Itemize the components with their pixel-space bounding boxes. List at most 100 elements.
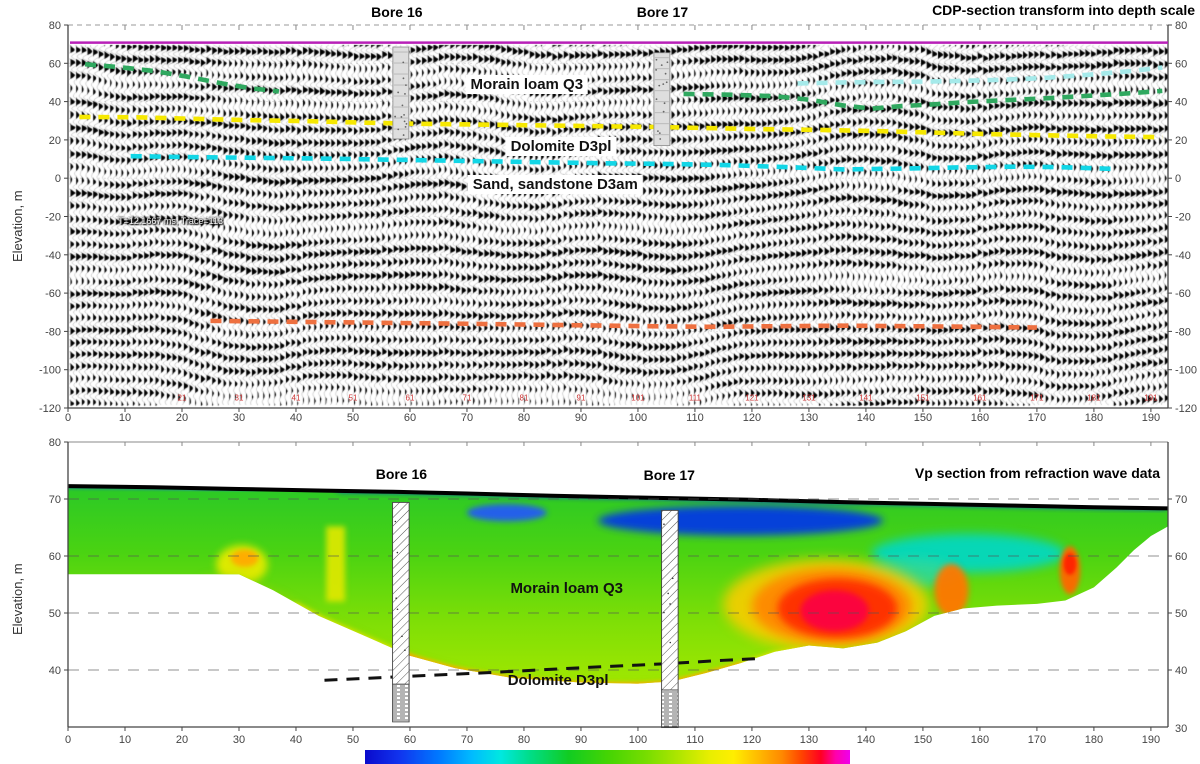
svg-text:40: 40 bbox=[1175, 97, 1187, 109]
svg-text:120: 120 bbox=[743, 734, 761, 746]
svg-text:40: 40 bbox=[290, 412, 302, 424]
svg-text:31: 31 bbox=[235, 393, 244, 402]
svg-text:90: 90 bbox=[575, 412, 587, 424]
horizon-line bbox=[797, 65, 1163, 86]
svg-text:50: 50 bbox=[1175, 608, 1187, 620]
svg-text:20: 20 bbox=[1175, 135, 1187, 147]
svg-text:180: 180 bbox=[1085, 412, 1103, 424]
horizon-line bbox=[683, 88, 1163, 111]
svg-text:110: 110 bbox=[686, 412, 704, 424]
svg-text:60: 60 bbox=[404, 734, 416, 746]
svg-text:20: 20 bbox=[176, 734, 188, 746]
layer-label: Morain loam Q3 bbox=[465, 75, 589, 95]
svg-text:-80: -80 bbox=[45, 326, 61, 338]
svg-text:60: 60 bbox=[404, 412, 416, 424]
bore-label: Bore 17 bbox=[636, 4, 689, 20]
svg-text:140: 140 bbox=[857, 734, 875, 746]
horizon-line bbox=[79, 114, 1163, 140]
trace-info-readout: T=12.1667 ms, Trace=113 bbox=[118, 216, 224, 227]
svg-text:151: 151 bbox=[916, 393, 930, 402]
svg-text:30: 30 bbox=[233, 734, 245, 746]
svg-text:40: 40 bbox=[1175, 665, 1187, 677]
svg-text:-20: -20 bbox=[1175, 212, 1191, 224]
svg-text:60: 60 bbox=[49, 58, 61, 70]
svg-text:90: 90 bbox=[575, 734, 587, 746]
svg-text:130: 130 bbox=[800, 734, 818, 746]
svg-text:190: 190 bbox=[1142, 734, 1160, 746]
svg-text:60: 60 bbox=[1175, 58, 1187, 70]
svg-text:180: 180 bbox=[1085, 734, 1103, 746]
layer-label: Morain loam Q3 bbox=[510, 580, 623, 598]
vp-section-canvas: 0 10 20 30 40 50 60 70 80 90 100 110 120 130 140 150 160… bbox=[49, 437, 1188, 764]
vp-section-chart: 0 10 20 30 40 50 60 70 80 90 100 110 120 130 140 150 160… bbox=[0, 435, 1200, 764]
svg-text:161: 161 bbox=[973, 393, 987, 402]
svg-text:130: 130 bbox=[800, 412, 818, 424]
svg-text:50: 50 bbox=[49, 608, 61, 620]
vp-gridlines bbox=[68, 498, 1168, 671]
svg-text:30: 30 bbox=[1175, 723, 1187, 735]
svg-text:80: 80 bbox=[49, 20, 61, 32]
borehole-column bbox=[653, 52, 671, 147]
svg-text:140: 140 bbox=[857, 412, 875, 424]
svg-text:0: 0 bbox=[65, 412, 71, 424]
svg-text:80: 80 bbox=[1175, 20, 1187, 32]
horizon-line bbox=[130, 153, 1117, 172]
trace-numbers: 21 31 41 51 61 71 81 91 101 111 121 131 141 151 161 171… bbox=[178, 393, 1159, 402]
cdp-section-chart: 0 10 20 30 40 50 60 70 80 90 100 110 120 130 140 150 160… bbox=[10, 2, 1197, 424]
svg-text:10: 10 bbox=[119, 734, 131, 746]
svg-text:160: 160 bbox=[971, 734, 989, 746]
svg-text:70: 70 bbox=[1175, 494, 1187, 506]
svg-text:121: 121 bbox=[745, 393, 759, 402]
svg-text:40: 40 bbox=[290, 734, 302, 746]
svg-text:170: 170 bbox=[1028, 412, 1046, 424]
svg-text:80: 80 bbox=[49, 437, 61, 449]
svg-text:70: 70 bbox=[49, 494, 61, 506]
borehole-column bbox=[392, 46, 410, 140]
svg-text:40: 40 bbox=[49, 665, 61, 677]
cdp-boreholes bbox=[392, 46, 671, 147]
cdp-elevation-axis-label: Elevation, m bbox=[10, 190, 25, 262]
bore-label: Bore 17 bbox=[643, 467, 695, 484]
svg-text:-20: -20 bbox=[45, 212, 61, 224]
svg-text:51: 51 bbox=[349, 393, 358, 402]
svg-text:21: 21 bbox=[178, 393, 187, 402]
horizon-line bbox=[210, 318, 1037, 330]
borehole-column-lower bbox=[661, 689, 679, 729]
svg-text:-60: -60 bbox=[1175, 288, 1191, 300]
svg-text:100: 100 bbox=[629, 412, 647, 424]
svg-text:61: 61 bbox=[406, 393, 415, 402]
borehole-column-lower bbox=[392, 683, 410, 723]
vp-axes: 0 10 20 30 40 50 60 70 80 90 100 110 120 130 140 150 160… bbox=[49, 437, 1188, 746]
svg-text:-40: -40 bbox=[45, 250, 61, 262]
svg-text:80: 80 bbox=[518, 734, 530, 746]
svg-text:150: 150 bbox=[914, 412, 932, 424]
svg-text:171: 171 bbox=[1030, 393, 1044, 402]
layer-label: Dolomite D3pl bbox=[505, 136, 617, 156]
horizon-line bbox=[84, 61, 280, 94]
svg-text:-40: -40 bbox=[1175, 250, 1191, 262]
svg-text:170: 170 bbox=[1028, 734, 1046, 746]
cdp-section-overlay: 0 10 20 30 40 50 60 70 80 90 100 110 120 130 140 150 160… bbox=[39, 20, 1197, 424]
svg-text:10: 10 bbox=[119, 412, 131, 424]
bore-label: Bore 16 bbox=[375, 466, 428, 483]
svg-text:50: 50 bbox=[347, 412, 359, 424]
cdp-horizons bbox=[79, 61, 1163, 330]
svg-text:101: 101 bbox=[631, 393, 645, 402]
svg-text:81: 81 bbox=[520, 393, 529, 402]
svg-text:50: 50 bbox=[347, 734, 359, 746]
svg-text:-60: -60 bbox=[45, 288, 61, 300]
svg-text:30: 30 bbox=[233, 412, 245, 424]
dolomite-top-dashed-line bbox=[324, 657, 758, 682]
svg-text:0: 0 bbox=[65, 734, 71, 746]
svg-text:190: 190 bbox=[1142, 412, 1160, 424]
svg-text:150: 150 bbox=[914, 734, 932, 746]
svg-text:71: 71 bbox=[463, 393, 472, 402]
svg-text:0: 0 bbox=[1175, 173, 1181, 185]
svg-text:70: 70 bbox=[461, 412, 473, 424]
svg-text:181: 181 bbox=[1087, 393, 1101, 402]
vp-boreholes bbox=[392, 501, 679, 729]
vp-surface-line bbox=[67, 484, 1169, 511]
svg-text:41: 41 bbox=[292, 393, 301, 402]
seismic-wiggle-texture bbox=[69, 43, 1168, 408]
